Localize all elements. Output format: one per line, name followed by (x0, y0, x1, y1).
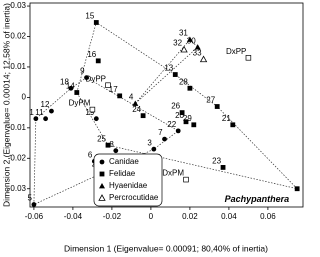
x-tick-label: -0.04 (64, 212, 83, 221)
x-tick-label: 0.06 (260, 212, 276, 221)
point (93, 116, 99, 122)
group-outline (135, 39, 199, 104)
point-label: 31 (179, 29, 188, 38)
point-label: 24 (132, 105, 141, 114)
point (151, 146, 157, 152)
legend: Canidae Felidae Hyaenidae Percrocutidae (93, 153, 163, 207)
y-tick-label: -0.02 (8, 153, 27, 162)
point-label: 27 (206, 96, 215, 105)
point (43, 116, 48, 122)
point-label: 22 (167, 120, 176, 129)
point-label: 3 (147, 138, 152, 147)
x-tick-label: 0.02 (182, 212, 198, 221)
point-label: 26 (171, 102, 180, 111)
point (187, 85, 193, 91)
point (199, 55, 208, 63)
point-label: 30 (187, 36, 196, 45)
reference-point (105, 82, 111, 88)
point-label: 14 (66, 82, 75, 91)
annotation: DyPM (69, 99, 91, 108)
point (183, 119, 189, 125)
point (191, 122, 197, 128)
reference-point (245, 55, 252, 61)
y-tick-label: 0.01 (10, 62, 26, 71)
legend-label: Percrocutidae (109, 193, 159, 202)
point (33, 116, 39, 122)
y-tick-label: 0.03 (10, 1, 26, 10)
legend-label: Canidae (109, 157, 139, 166)
y-tick-label: 0 (22, 92, 27, 101)
point-label: 7 (158, 128, 163, 137)
legend-label: Felidae (109, 169, 136, 178)
legend-marker (99, 183, 105, 189)
point-label: 33 (193, 48, 202, 57)
annotation: DxPP (226, 47, 246, 56)
point-label: 9 (80, 67, 85, 76)
point (93, 20, 99, 25)
point-label: 25 (97, 134, 106, 143)
point (194, 44, 201, 50)
point (175, 128, 181, 134)
legend-marker (99, 159, 105, 165)
chart: Dimension 1 (Eigenvalue= 0.00091; 80,40%… (1, 1, 304, 253)
annotation: DyPP (86, 74, 106, 83)
point-label: 6 (88, 150, 93, 159)
point-label: 18 (60, 77, 69, 86)
point (180, 45, 188, 53)
legend-label: Hyaenidae (109, 181, 148, 190)
reference-point (89, 106, 96, 113)
point (162, 136, 167, 142)
point (179, 110, 185, 116)
point (186, 36, 193, 42)
y-tick-label: -0.01 (8, 123, 27, 132)
x-tick-label: 0.04 (221, 212, 237, 221)
point (95, 58, 101, 64)
point (172, 72, 178, 77)
point-label: 21 (222, 114, 231, 123)
point (117, 93, 123, 99)
point-label: 16 (87, 50, 96, 59)
point-label: 20 (175, 111, 184, 120)
x-tick-label: -0.06 (25, 212, 44, 221)
point (84, 75, 89, 80)
legend-box (93, 153, 163, 207)
point (113, 148, 119, 154)
point (294, 186, 300, 192)
point-label: 8 (109, 140, 114, 149)
point-label: Pachypanthera (225, 194, 290, 204)
point-label: 17 (109, 85, 118, 94)
point (214, 104, 220, 109)
y-tick-label: -0.03 (8, 184, 27, 193)
legend-marker (99, 171, 105, 177)
point-label: 11 (35, 108, 44, 117)
point-label: 13 (164, 64, 173, 73)
reference-point (183, 176, 189, 183)
point-label: 15 (85, 12, 94, 21)
y-axis-title: Dimension 2 (Eigenvalue= 0.00014; 12,58%… (1, 3, 11, 207)
point-label: 12 (41, 100, 50, 109)
point-label: 32 (173, 39, 182, 48)
point (105, 142, 111, 148)
x-tick-label: -0.02 (103, 212, 122, 221)
point-label: 4 (129, 93, 134, 102)
annotation: DxPM (162, 169, 184, 178)
point (140, 113, 146, 119)
point (74, 90, 80, 95)
point-label: 29 (183, 114, 192, 123)
point-label: 1 (29, 108, 34, 117)
point (68, 85, 74, 91)
point (230, 122, 236, 128)
point (31, 202, 37, 207)
plot-frame (29, 2, 304, 208)
point (132, 100, 139, 106)
point (49, 108, 54, 114)
x-tick-label: 0 (149, 212, 154, 221)
x-axis-title: Dimension 1 (Eigenvalue= 0.00091; 80,40%… (64, 243, 268, 253)
point (220, 165, 226, 170)
point-label: 28 (179, 77, 188, 86)
legend-marker (98, 194, 106, 201)
y-tick-label: 0.02 (10, 32, 26, 41)
point-label: 23 (212, 157, 221, 166)
point-label: 5 (27, 194, 32, 203)
